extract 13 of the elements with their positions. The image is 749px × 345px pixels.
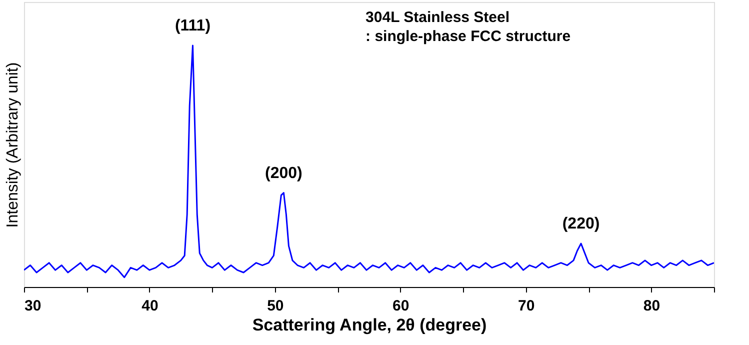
text: 304L Stainless Steel: [366, 9, 510, 26]
x-tick-label: 70: [518, 298, 535, 314]
x-axis-title: Scattering Angle, 2θ (degree): [252, 316, 487, 334]
x-tick-label: 40: [142, 298, 158, 314]
x-tick-label: 80: [643, 298, 660, 314]
annotation: (111): [174, 17, 211, 34]
x-tick-label: 30: [24, 298, 42, 314]
y-axis-title: Intensity (Arbitrary unit): [4, 62, 22, 228]
annotation: (220): [562, 216, 600, 233]
text: : single-phase FCC structure: [366, 28, 571, 45]
annotation: (200): [265, 164, 302, 182]
x-tick-label: 60: [392, 298, 410, 314]
x-tick-label: 50: [267, 298, 284, 314]
